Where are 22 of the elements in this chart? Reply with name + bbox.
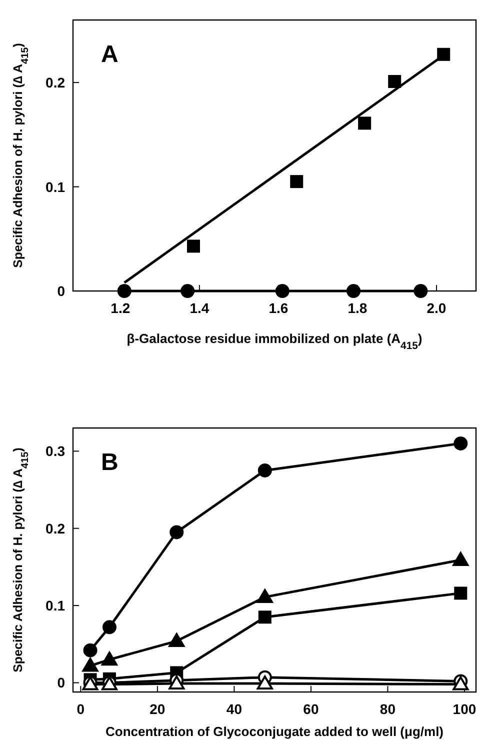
x-tick-label: 1.8 [348, 300, 368, 316]
x-tick-label: 60 [303, 701, 319, 717]
y-tick-label: 0.2 [46, 520, 66, 536]
x-axis-title: Concentration of Glycoconjugate added to well (μg/ml) [105, 724, 444, 739]
x-tick-label: 100 [452, 701, 476, 717]
y-tick-label: 0.1 [46, 598, 66, 614]
x-tick-label: 1.4 [190, 300, 210, 316]
y-tick-label: 0.3 [46, 443, 66, 460]
x-tick-label: 0 [76, 701, 85, 717]
y-tick-label: 0 [57, 283, 66, 299]
x-tick-label: 1.2 [110, 300, 130, 316]
x-tick-label: 20 [150, 701, 166, 717]
x-tick-label: 80 [380, 701, 396, 717]
annotation: B [101, 449, 118, 476]
x-tick-label: 1.6 [268, 300, 288, 316]
x-axis-title: β-Galactose residue immobilized on plate (A$_{415}$) [126, 331, 422, 352]
y-tick-label: 0.2 [46, 74, 66, 91]
y-tick-label: 0 [57, 674, 66, 691]
x-tick-label: 2.0 [426, 300, 446, 316]
x-tick-label: 40 [226, 701, 242, 717]
y-tick-label: 0.1 [46, 178, 66, 195]
annotation: A [101, 41, 118, 68]
